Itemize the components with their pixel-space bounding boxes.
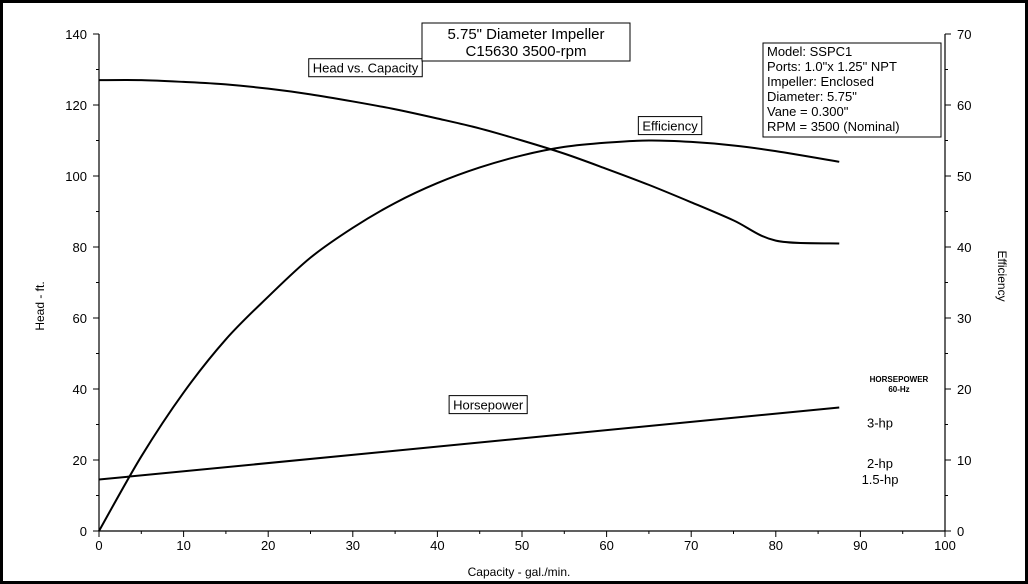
- curve-head-vs-capacity: [98, 79, 840, 245]
- y-axis-title: Head - ft.: [33, 281, 47, 330]
- curve-horsepower: [98, 406, 840, 481]
- x-tick-label: 100: [934, 538, 956, 553]
- hp-key-heading: HORSEPOWER: [870, 375, 929, 384]
- x-tick-label: 0: [95, 538, 102, 553]
- y2-tick-label: 10: [957, 453, 971, 468]
- y2-tick-label: 70: [957, 27, 971, 42]
- x-tick-label: 50: [515, 538, 529, 553]
- curve-label: Efficiency: [642, 119, 698, 134]
- title-line-1: 5.75" Diameter Impeller: [447, 26, 604, 43]
- info-box-border: [762, 42, 942, 138]
- curve-label-box: [448, 395, 528, 415]
- horsepower-key: HORSEPOWER 60-Hz 3-hp 2-hp1.5-hp: [862, 375, 929, 487]
- y-tick-label: 40: [73, 382, 87, 397]
- x-axis-title: Capacity - gal./min.: [468, 565, 571, 579]
- curve-efficiency: [98, 139, 840, 532]
- y2-tick-label: 40: [957, 240, 971, 255]
- y2-tick-label: 60: [957, 98, 971, 113]
- y2-tick-label: 0: [957, 524, 964, 539]
- curves: [98, 79, 840, 532]
- x-tick-label: 10: [176, 538, 190, 553]
- y2-tick-label: 50: [957, 169, 971, 184]
- pump-info-box: Model: SSPC1 Ports: 1.0"x 1.25" NPT Impe…: [762, 42, 942, 138]
- info-diameter: Diameter: 5.75": [767, 89, 857, 104]
- x-tick-label: 20: [261, 538, 275, 553]
- curve-label: Head vs. Capacity: [313, 61, 419, 76]
- curve-label-box: [637, 116, 703, 136]
- curve-label: Horsepower: [453, 398, 524, 413]
- y2-tick-label: 30: [957, 311, 971, 326]
- axes: 0 10 20 30 40 50 60 70 80 90 100020406080100120140…: [65, 27, 971, 553]
- x-tick-label: 70: [684, 538, 698, 553]
- info-rpm: RPM = 3500 (Nominal): [767, 119, 900, 134]
- x-tick-label: 60: [599, 538, 613, 553]
- y-tick-label: 80: [73, 240, 87, 255]
- info-vane: Vane = 0.300": [767, 104, 849, 119]
- chart-title: 5.75" Diameter Impeller C15630 3500-rpm: [421, 22, 631, 62]
- hp-rating-label: 2-hp: [867, 456, 893, 471]
- y-tick-label: 20: [73, 453, 87, 468]
- info-ports: Ports: 1.0"x 1.25" NPT: [767, 59, 897, 74]
- title-line-2: C15630 3500-rpm: [466, 43, 587, 60]
- title-box: [421, 22, 631, 62]
- x-tick-label: 80: [769, 538, 783, 553]
- info-model: Model: SSPC1: [767, 44, 852, 59]
- y-tick-label: 0: [80, 524, 87, 539]
- hp-key-subheading: 60-Hz: [888, 385, 909, 394]
- x-tick-label: 30: [346, 538, 360, 553]
- y-tick-label: 140: [65, 27, 87, 42]
- x-tick-label: 90: [853, 538, 867, 553]
- y-tick-label: 120: [65, 98, 87, 113]
- y-tick-label: 100: [65, 169, 87, 184]
- info-impeller: Impeller: Enclosed: [767, 74, 874, 89]
- y-tick-label: 60: [73, 311, 87, 326]
- x-tick-label: 40: [430, 538, 444, 553]
- curve-labels: Head vs. Capacity Efficiency Horsepower: [308, 58, 703, 415]
- hp-rating-label: 1.5-hp: [862, 472, 899, 487]
- y2-axis-title: Efficiency: [995, 250, 1009, 301]
- hp-rating-label: 3-hp: [867, 416, 893, 431]
- curve-label-box: [308, 58, 423, 78]
- y2-tick-label: 20: [957, 382, 971, 397]
